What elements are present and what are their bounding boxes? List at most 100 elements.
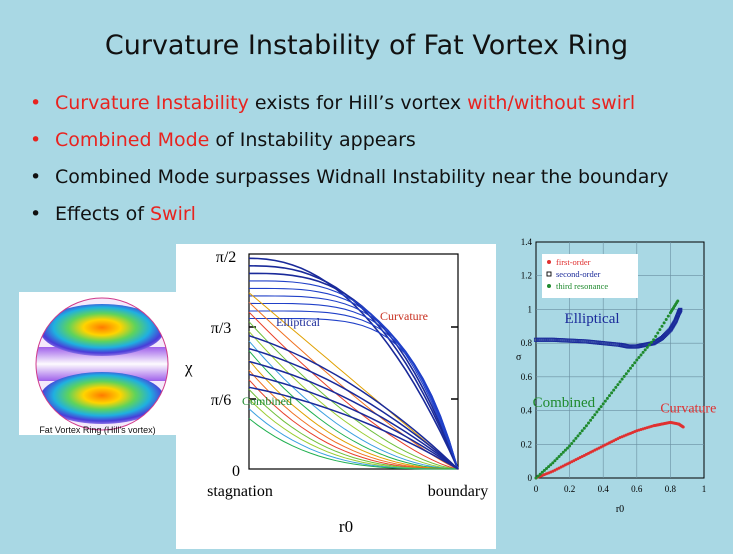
data-point — [586, 339, 591, 344]
data-point — [665, 330, 670, 335]
data-point — [546, 337, 551, 342]
data-point — [550, 337, 555, 342]
bullet-item: • Combined Mode surpasses Widnall Instabi… — [30, 162, 669, 199]
data-point — [658, 328, 662, 332]
data-point — [647, 343, 651, 347]
data-point — [614, 385, 618, 389]
data-point — [645, 345, 649, 349]
data-point — [662, 321, 666, 325]
data-point — [584, 424, 588, 428]
data-point — [589, 418, 593, 422]
x-tick-label: 0.6 — [631, 484, 643, 494]
data-point — [601, 402, 605, 406]
chart-frame — [535, 241, 705, 479]
data-point — [570, 441, 574, 445]
growth-rate-chart: 0 0.2 0.4 0.6 0.8 1 0 0.2 0.4 0.6 0.8 1 1.2 1.4 r0 σ fir… — [512, 236, 727, 536]
data-point — [575, 338, 581, 344]
y-tick-label: π/6 — [211, 392, 232, 409]
data-point — [659, 336, 665, 341]
data-point — [599, 405, 603, 409]
bullet-item: • Effects of Swirl — [30, 199, 669, 236]
data-point — [676, 299, 680, 303]
data-point — [624, 372, 628, 376]
x-tick-label: 0.4 — [598, 484, 610, 494]
data-point — [635, 358, 639, 362]
data-point — [662, 333, 667, 339]
y-tick-label: 0 — [528, 473, 533, 483]
data-point — [612, 388, 616, 392]
y-tick-label: 0 — [232, 463, 240, 480]
data-point — [553, 459, 557, 463]
x-tick-label: 1 — [702, 484, 707, 494]
data-point — [552, 337, 557, 342]
data-point — [544, 337, 549, 342]
data-point — [566, 446, 569, 450]
data-point — [611, 342, 616, 347]
data-point — [609, 341, 614, 347]
data-point — [660, 334, 666, 340]
slide-title: Curvature Instability of Fat Vortex Ring — [104, 30, 629, 61]
data-point — [578, 339, 583, 344]
data-point — [580, 429, 584, 433]
data-point — [536, 337, 541, 342]
data-point — [660, 324, 664, 328]
x-tick-left: stagnation — [207, 483, 273, 500]
data-point — [654, 334, 658, 338]
bullet-text-red: Combined Mode — [55, 129, 210, 151]
legend-marker — [546, 271, 552, 277]
y-tick-label: π/3 — [211, 320, 232, 337]
data-point — [572, 439, 576, 443]
data-point — [569, 338, 574, 343]
y-tick-label: 1 — [528, 304, 533, 314]
contour-line — [248, 373, 459, 470]
data-point — [545, 467, 548, 471]
legend-label: first-order — [556, 257, 591, 267]
data-point — [603, 341, 608, 346]
y-tick-label: 0.2 — [521, 439, 532, 449]
label-combined: Combined — [242, 394, 292, 408]
label-curvature: Curvature — [380, 309, 428, 323]
bullet-dot: • — [30, 166, 42, 188]
contour-line — [248, 360, 459, 470]
contour-line — [249, 272, 459, 470]
contour-line — [248, 347, 459, 470]
contour-line — [248, 340, 459, 470]
contour-line — [248, 257, 459, 470]
legend-label: third resonance — [556, 281, 608, 291]
bullet-dot: • — [30, 129, 42, 151]
chart-annotation: Combined — [533, 395, 596, 411]
data-point — [551, 461, 555, 465]
contour-line — [248, 350, 459, 470]
y-axis-label: σ — [516, 352, 522, 363]
y-tick-label: 1.2 — [521, 271, 532, 281]
bullet-item: • Combined Mode of Instability appears — [30, 125, 669, 162]
bullet-text-red: with/without swirl — [467, 92, 636, 114]
y-tick-label: 0.4 — [521, 406, 533, 416]
chart-annotation: Elliptical — [565, 311, 620, 327]
data-point — [540, 470, 544, 474]
data-point — [666, 314, 670, 318]
vortex-ring-image — [35, 297, 169, 431]
data-point — [596, 340, 602, 345]
data-point — [576, 434, 580, 438]
contour-line — [248, 331, 459, 470]
data-point — [554, 337, 560, 343]
data-point — [559, 452, 563, 456]
data-point — [631, 363, 635, 367]
data-point — [656, 331, 660, 335]
data-point — [599, 340, 604, 345]
data-point — [565, 338, 570, 343]
data-point — [542, 468, 546, 472]
contour-line — [248, 386, 459, 470]
data-point — [536, 474, 540, 478]
bullet-text-red: Curvature Instability — [55, 92, 249, 114]
ring-caption: Fat Vortex Ring (Hill’s vortex) — [39, 425, 156, 435]
data-point — [580, 339, 585, 344]
x-axis-label: r0 — [339, 517, 353, 536]
data-point — [588, 339, 593, 344]
data-point — [548, 337, 553, 342]
data-point — [561, 450, 565, 454]
data-point — [540, 337, 545, 342]
bullet-text: Effects of — [55, 203, 150, 225]
data-point — [637, 355, 641, 359]
